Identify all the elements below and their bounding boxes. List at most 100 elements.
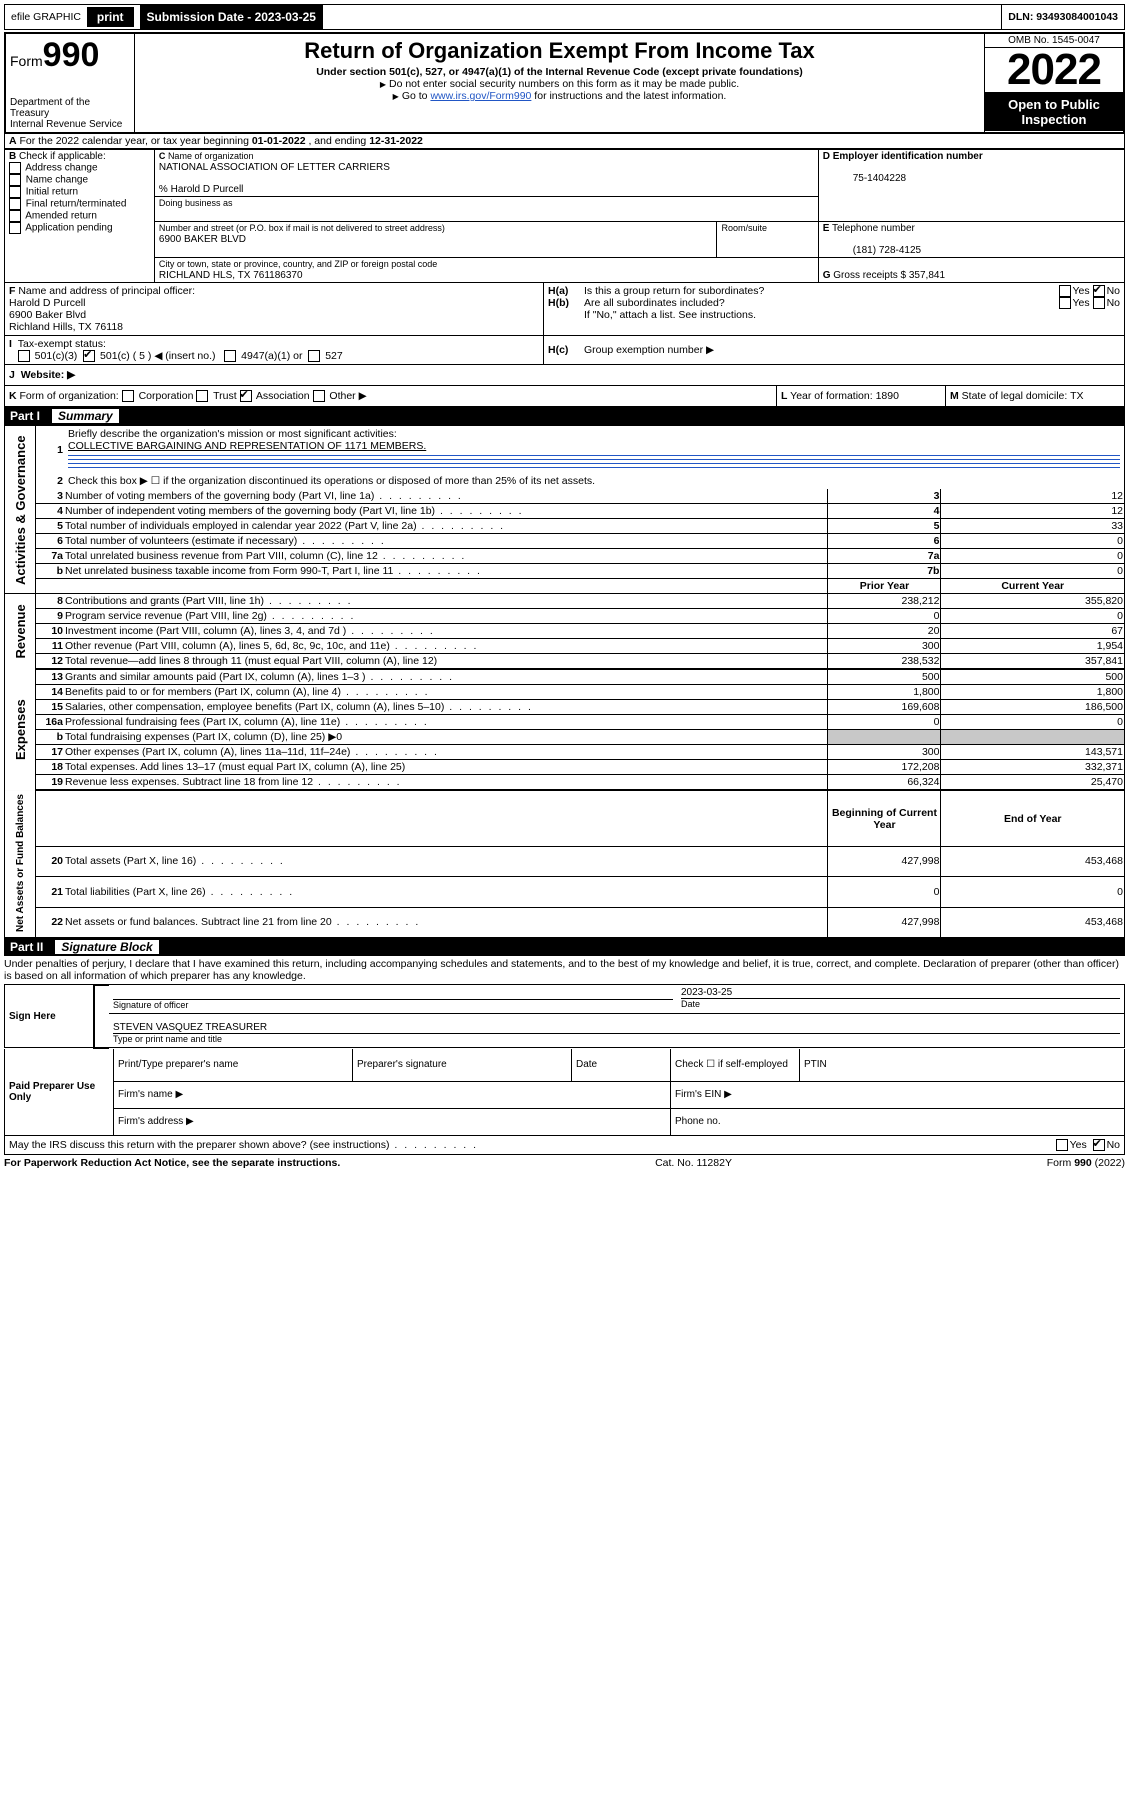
- domicile-label: State of legal domicile:: [962, 390, 1068, 402]
- checkbox-app-pending[interactable]: [9, 222, 21, 234]
- checkbox-address-change[interactable]: [9, 162, 21, 174]
- cb-527[interactable]: [308, 350, 320, 362]
- gov-val: 33: [941, 519, 1125, 534]
- insert-no: ( 5 ) ◀ (insert no.): [133, 350, 216, 362]
- ha-yes[interactable]: [1059, 285, 1071, 297]
- discuss-yes[interactable]: [1056, 1139, 1068, 1151]
- discuss-label: May the IRS discuss this return with the…: [9, 1139, 478, 1151]
- paid-preparer-label: Paid Preparer Use Only: [5, 1049, 114, 1136]
- net-row: 21Total liabilities (Part X, line 26)00: [5, 877, 1125, 907]
- opt-app-pending: Application pending: [25, 223, 112, 234]
- gov-row: 4Number of independent voting members of…: [5, 504, 1125, 519]
- officer-label: Name and address of principal officer:: [18, 285, 195, 297]
- col-end: End of Year: [941, 790, 1125, 846]
- year-formation-val: 1890: [876, 390, 899, 402]
- checkbox-amended[interactable]: [9, 210, 21, 222]
- cat-no: Cat. No. 11282Y: [655, 1157, 732, 1169]
- prep-date-label: Date: [572, 1049, 671, 1082]
- gov-val: 0: [941, 534, 1125, 549]
- hb-no[interactable]: [1093, 297, 1105, 309]
- cb-trust[interactable]: [196, 390, 208, 402]
- city-value: RICHLAND HLS, TX 761186370: [159, 270, 303, 281]
- cb-corp[interactable]: [122, 390, 134, 402]
- exp-row: 15Salaries, other compensation, employee…: [5, 700, 1125, 715]
- gross-receipts-value: 357,841: [909, 270, 945, 281]
- net-text: Total liabilities (Part X, line 26): [64, 877, 828, 907]
- col-current: Current Year: [941, 579, 1125, 594]
- cb-501c3[interactable]: [18, 350, 30, 362]
- exp-row: 17Other expenses (Part IX, column (A), l…: [5, 745, 1125, 760]
- sig-date-val: 2023-03-25: [681, 987, 732, 998]
- check-if-applicable: Check if applicable:: [19, 151, 106, 162]
- checkbox-name-change[interactable]: [9, 174, 21, 186]
- gov-row: 6Total number of volunteers (estimate if…: [5, 534, 1125, 549]
- hc-label: Group exemption number ▶: [584, 344, 714, 356]
- col-prior: Prior Year: [828, 579, 941, 594]
- rev-row: 11Other revenue (Part VIII, column (A), …: [5, 639, 1125, 654]
- gov-val: 0: [941, 564, 1125, 579]
- checkbox-initial-return[interactable]: [9, 186, 21, 198]
- cb-4947[interactable]: [224, 350, 236, 362]
- rev-prior: 238,212: [828, 594, 941, 609]
- exp-text: Other expenses (Part IX, column (A), lin…: [64, 745, 828, 760]
- submission-date: Submission Date - 2023-03-25: [141, 5, 323, 29]
- paperwork-notice: For Paperwork Reduction Act Notice, see …: [4, 1157, 340, 1169]
- side-expenses: Expenses: [5, 669, 36, 790]
- tax-exempt-label: Tax-exempt status:: [18, 338, 106, 350]
- org-name: NATIONAL ASSOCIATION OF LETTER CARRIERS: [159, 162, 390, 173]
- care-of: % Harold D Purcell: [159, 184, 243, 195]
- dln: DLN: 93493084001043: [1002, 5, 1124, 29]
- firm-name-label: Firm's name ▶: [114, 1081, 671, 1108]
- rev-current: 355,820: [941, 594, 1125, 609]
- form-number: Form990: [10, 36, 130, 75]
- exp-row: bTotal fundraising expenses (Part IX, co…: [5, 730, 1125, 745]
- gov-val: 12: [941, 504, 1125, 519]
- discuss-no[interactable]: [1093, 1139, 1105, 1151]
- print-button[interactable]: print: [87, 7, 134, 27]
- klm-row: K Form of organization: Corporation Trus…: [4, 386, 1125, 407]
- phone-no-label: Phone no.: [671, 1108, 1125, 1135]
- checkbox-final-return[interactable]: [9, 198, 21, 210]
- domicile-val: TX: [1070, 390, 1083, 402]
- net-row: 22Net assets or fund balances. Subtract …: [5, 907, 1125, 937]
- gov-row: 7aTotal unrelated business revenue from …: [5, 549, 1125, 564]
- q1-label: Briefly describe the organization's miss…: [68, 428, 397, 440]
- part2-header: Part II Signature Block: [4, 938, 1125, 956]
- side-governance: Activities & Governance: [5, 426, 36, 594]
- opt-final-return: Final return/terminated: [26, 199, 127, 210]
- street-label: Number and street (or P.O. box if mail i…: [159, 223, 445, 233]
- part1-header: Part I Summary: [4, 407, 1125, 425]
- cb-assoc[interactable]: [240, 390, 252, 402]
- rev-text: Contributions and grants (Part VIII, lin…: [64, 594, 828, 609]
- form990-link[interactable]: www.irs.gov/Form990: [430, 90, 531, 102]
- dba-label: Doing business as: [159, 198, 233, 208]
- net-text: Net assets or fund balances. Subtract li…: [64, 907, 828, 937]
- cb-501c[interactable]: [83, 350, 95, 362]
- part1-table: Activities & Governance 1 Briefly descri…: [4, 425, 1125, 938]
- exp-row: 14Benefits paid to or for members (Part …: [5, 685, 1125, 700]
- rev-row: 9Program service revenue (Part VIII, lin…: [5, 609, 1125, 624]
- hb-yes[interactable]: [1059, 297, 1071, 309]
- net-row: 20Total assets (Part X, line 16)427,9984…: [5, 846, 1125, 876]
- phone-label: Telephone number: [832, 223, 915, 234]
- ha-no[interactable]: [1093, 285, 1105, 297]
- cb-other[interactable]: [313, 390, 325, 402]
- spacer: [323, 5, 1002, 29]
- officer-status-grid: F Name and address of principal officer:…: [4, 283, 1125, 386]
- side-netassets: Net Assets or Fund Balances: [5, 790, 36, 937]
- suite-label: Room/suite: [721, 223, 767, 233]
- firm-addr-label: Firm's address ▶: [114, 1108, 671, 1135]
- exp-text: Grants and similar amounts paid (Part IX…: [64, 669, 828, 685]
- year-formation-label: Year of formation:: [790, 390, 873, 402]
- sign-here: Sign Here: [5, 985, 95, 1048]
- ha-label: Is this a group return for subordinates?: [584, 285, 1059, 297]
- exp-text: Revenue less expenses. Subtract line 18 …: [64, 775, 828, 791]
- line-a: A For the 2022 calendar year, or tax yea…: [4, 134, 1125, 149]
- subtitle-3: Go to www.irs.gov/Form990 for instructio…: [143, 90, 976, 102]
- form-of-org-label: Form of organization:: [20, 390, 119, 402]
- ein-value: 75-1404228: [853, 173, 906, 184]
- dept-treasury: Department of the Treasury: [10, 97, 130, 119]
- signature-block: Sign Here Signature of officer 2023-03-2…: [4, 984, 1125, 1049]
- prep-name-label: Print/Type preparer's name: [114, 1049, 353, 1082]
- rev-row: 10Investment income (Part VIII, column (…: [5, 624, 1125, 639]
